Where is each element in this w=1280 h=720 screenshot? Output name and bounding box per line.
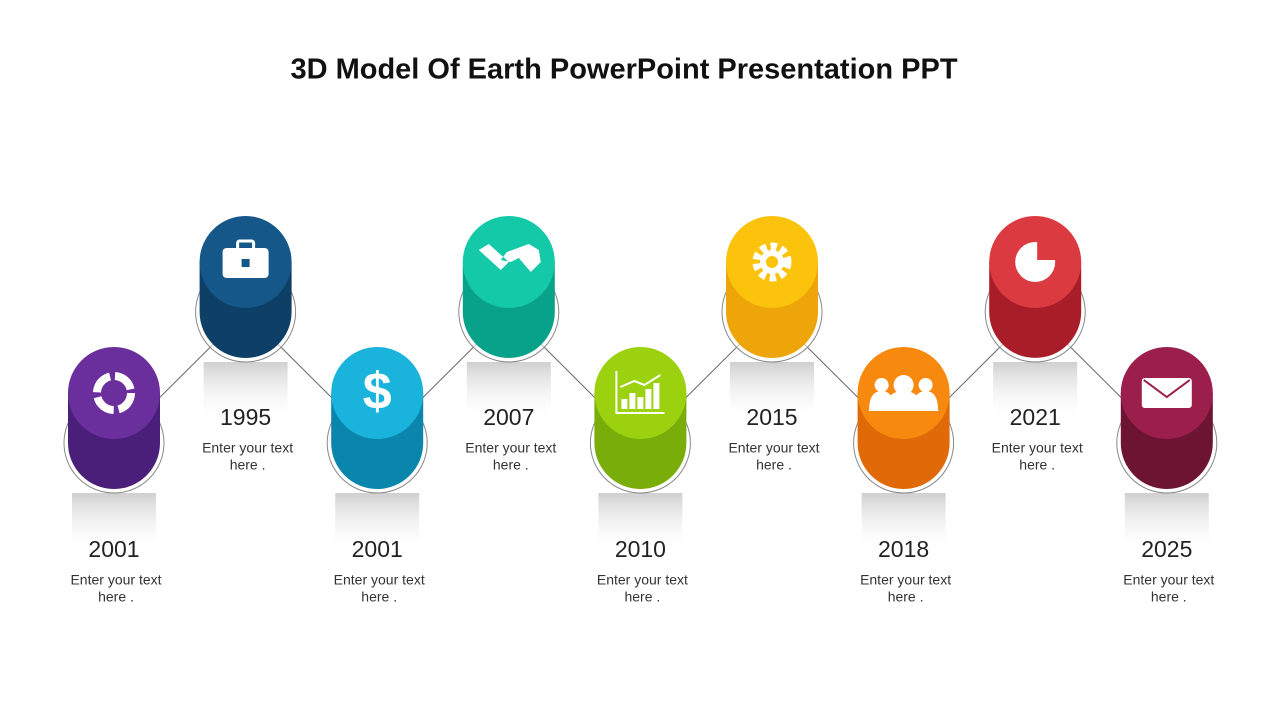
description: here . (888, 589, 924, 605)
icon (653, 383, 660, 409)
shadow (598, 493, 683, 553)
shadow (335, 493, 420, 553)
icon (874, 378, 889, 392)
icon (645, 389, 652, 409)
icon (615, 371, 665, 414)
icon (913, 391, 939, 411)
year: 2015 (746, 404, 797, 430)
shadow (861, 493, 946, 553)
icon (918, 378, 933, 392)
icon (629, 393, 636, 409)
cylinder-top (594, 347, 687, 439)
shadow (203, 362, 288, 422)
description: here . (1151, 589, 1187, 605)
icon (93, 372, 135, 414)
description: Enter your text (597, 572, 688, 588)
icon (241, 259, 250, 267)
description: Enter your text (334, 572, 425, 588)
description: Enter your text (1123, 572, 1214, 588)
year: 2021 (1010, 404, 1061, 430)
year: 1995 (220, 404, 271, 430)
description: here . (1019, 457, 1055, 473)
shadow (1124, 493, 1209, 553)
icon (236, 239, 256, 252)
description: here . (624, 589, 660, 605)
shadow (72, 493, 156, 553)
icon (752, 242, 792, 282)
icon (1037, 242, 1056, 260)
description: Enter your text (728, 440, 819, 456)
cylinder-top (68, 347, 160, 439)
shadow (466, 362, 551, 422)
icon (885, 391, 922, 411)
shadow (730, 362, 814, 422)
year: 2018 (878, 536, 929, 562)
description: here . (756, 457, 792, 473)
description: Enter your text (202, 440, 293, 456)
description: here . (230, 457, 266, 473)
year: 2001 (88, 536, 139, 562)
slide-title: 3D Model Of Earth PowerPoint Presentatio… (290, 54, 957, 86)
icon (620, 374, 661, 388)
description: here . (98, 589, 134, 605)
description: here . (361, 589, 397, 605)
shadow (993, 362, 1078, 422)
icon (766, 256, 778, 268)
icon (478, 244, 541, 272)
icon: $ (363, 363, 392, 421)
description: here . (493, 457, 529, 473)
icon (621, 399, 628, 409)
icon (637, 397, 644, 409)
year: 2010 (615, 536, 666, 562)
icon (1141, 378, 1192, 408)
year: 2001 (352, 536, 403, 562)
description: Enter your text (992, 440, 1083, 456)
icon (893, 375, 914, 395)
icon (1143, 379, 1191, 399)
description: Enter your text (70, 572, 161, 588)
description: Enter your text (465, 440, 556, 456)
description: Enter your text (860, 572, 951, 588)
year: 2007 (483, 404, 534, 430)
year: 2025 (1141, 536, 1192, 562)
cylinder-top (331, 347, 424, 439)
